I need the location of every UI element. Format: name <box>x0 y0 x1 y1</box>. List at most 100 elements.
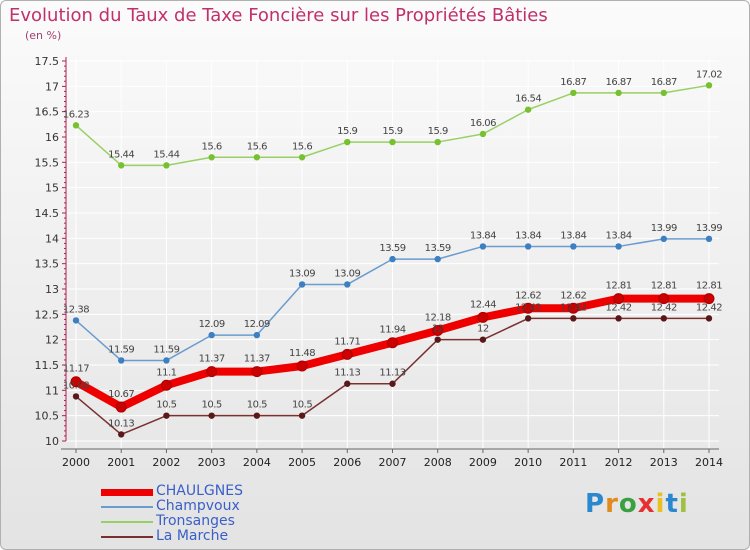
data-point <box>206 366 218 378</box>
data-point <box>660 89 667 97</box>
logo-letter: t <box>665 489 679 519</box>
data-label: 13.09 <box>289 268 315 279</box>
y-tick-label: 11 <box>45 384 59 397</box>
data-point <box>341 348 353 360</box>
data-point <box>253 331 261 339</box>
x-tick-label: 2004 <box>243 456 271 469</box>
data-point <box>72 393 80 400</box>
data-label: 13.84 <box>470 230 496 241</box>
data-point <box>658 293 670 305</box>
y-tick-label: 14.5 <box>35 207 60 220</box>
legend-swatch <box>101 521 153 523</box>
data-point <box>434 336 441 343</box>
data-label: 11.59 <box>153 344 179 355</box>
data-point <box>253 154 261 161</box>
data-point <box>208 412 215 419</box>
data-point <box>389 255 396 263</box>
data-point <box>208 331 215 339</box>
data-point <box>477 311 489 323</box>
data-label: 13.84 <box>560 230 586 241</box>
data-label: 13.99 <box>651 223 677 234</box>
data-label: 16.87 <box>651 77 677 88</box>
data-label: 11.94 <box>379 325 405 336</box>
y-tick-label: 13.5 <box>35 258 60 271</box>
data-point <box>251 366 263 378</box>
data-label: 11.37 <box>244 354 270 365</box>
data-label: 13.84 <box>606 230 632 241</box>
legend-label: CHAULGNES <box>156 483 243 499</box>
data-label: 13.59 <box>379 243 405 254</box>
data-point <box>615 243 622 250</box>
data-point <box>479 130 487 138</box>
data-label: 12.62 <box>515 290 541 301</box>
data-label: 12.81 <box>606 281 632 292</box>
data-point <box>432 325 444 337</box>
data-label: 16.54 <box>515 94 541 105</box>
x-tick-label: 2008 <box>424 456 452 469</box>
legend-swatch <box>101 506 153 508</box>
data-label: 12.62 <box>560 290 586 301</box>
data-point <box>570 243 577 250</box>
x-tick-label: 2011 <box>559 456 587 469</box>
logo-letter: i <box>678 489 689 519</box>
data-label: 10.5 <box>247 400 267 411</box>
data-label: 12 <box>477 324 489 335</box>
data-label: 12.18 <box>425 313 451 324</box>
data-point <box>344 281 351 288</box>
data-point <box>298 412 306 419</box>
data-label: 12.38 <box>63 304 89 315</box>
data-point <box>524 243 532 250</box>
data-point <box>118 357 125 364</box>
data-label: 15.9 <box>428 126 448 137</box>
data-point <box>389 138 396 146</box>
x-tick-label: 2005 <box>288 456 316 469</box>
data-point <box>615 315 622 322</box>
y-tick-label: 16.5 <box>35 106 60 119</box>
data-label: 11.1 <box>156 367 176 378</box>
data-label: 15.6 <box>292 141 312 152</box>
data-label: 10.5 <box>156 400 176 411</box>
legend-item-chaulgnes: CHAULGNES <box>101 483 361 500</box>
data-label: 12 <box>432 324 444 335</box>
legend-label: Tronsanges <box>156 513 235 529</box>
data-label: 12.09 <box>199 319 225 330</box>
data-label: 16.23 <box>63 109 89 120</box>
data-label: 13.84 <box>515 230 541 241</box>
data-point <box>298 154 306 161</box>
proxiti-logo[interactable]: Proxiti <box>585 489 689 519</box>
data-label: 11.71 <box>334 336 360 347</box>
data-label: 11.13 <box>334 368 360 379</box>
data-label: 10.13 <box>108 418 134 429</box>
chart-title: Evolution du Taux de Taxe Foncière sur l… <box>9 5 548 26</box>
y-tick-label: 14 <box>45 232 59 245</box>
data-point <box>434 255 441 263</box>
data-label: 11.13 <box>379 368 405 379</box>
x-tick-label: 2007 <box>379 456 407 469</box>
data-point <box>118 162 125 169</box>
data-label: 11.37 <box>199 354 225 365</box>
data-point <box>253 412 261 419</box>
data-label: 12.09 <box>244 319 270 330</box>
x-tick-label: 2001 <box>107 456 135 469</box>
data-point <box>70 376 82 388</box>
data-point <box>522 302 534 314</box>
data-label: 15.44 <box>108 149 134 160</box>
data-point <box>479 336 487 343</box>
data-point <box>72 122 80 129</box>
data-point <box>615 89 622 97</box>
data-label: 16.06 <box>470 118 496 129</box>
legend: CHAULGNES Champvoux Tronsanges La Marche <box>101 483 361 545</box>
x-tick-label: 2012 <box>605 456 633 469</box>
data-point <box>524 106 532 113</box>
data-label: 16.87 <box>606 77 632 88</box>
x-tick-label: 2013 <box>650 456 678 469</box>
data-point <box>387 337 398 349</box>
data-label: 13.99 <box>696 223 722 234</box>
x-tick-label: 2003 <box>198 456 226 469</box>
data-label: 13.59 <box>425 243 451 254</box>
y-tick-label: 12.5 <box>35 308 60 321</box>
data-point <box>660 235 667 243</box>
data-label: 10.5 <box>202 400 222 411</box>
data-point <box>208 154 215 161</box>
